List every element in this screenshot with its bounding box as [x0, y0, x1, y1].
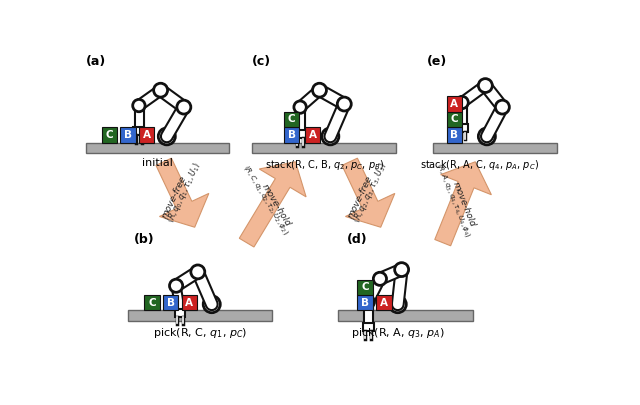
Text: $(R,A,q_3,q_4,\tau_4,U_4,\phi_4)$: $(R,A,q_3,q_4,\tau_4,U_4,\phi_4)$ [435, 161, 474, 239]
Circle shape [337, 97, 351, 111]
Text: pick(R, A, $q_3$, $p_A$): pick(R, A, $q_3$, $p_A$) [351, 326, 445, 340]
Text: pick(R, C, $q_1$, $p_C$): pick(R, C, $q_1$, $p_C$) [153, 326, 247, 340]
Bar [163, 295, 179, 310]
Circle shape [170, 279, 182, 292]
Bar [363, 324, 374, 331]
Text: B: B [287, 130, 296, 140]
Circle shape [132, 99, 145, 112]
Circle shape [362, 296, 374, 308]
Text: $(R,q_0,q_1,\tau_1,U_1)$: $(R,q_0,q_1,\tau_1,U_1)$ [164, 160, 204, 225]
Bar [86, 143, 229, 153]
Polygon shape [342, 158, 395, 227]
Bar [457, 124, 467, 132]
Text: initial: initial [142, 158, 173, 168]
Text: stack(R, A, C, $q_4$, $p_A$, $p_C$): stack(R, A, C, $q_4$, $p_A$, $p_C$) [420, 158, 539, 172]
Text: C: C [451, 115, 458, 124]
Text: move-hold: move-hold [451, 180, 477, 228]
Bar [376, 295, 392, 310]
Text: A: A [185, 298, 193, 308]
Circle shape [456, 96, 468, 109]
Bar [134, 127, 145, 135]
Text: (a): (a) [86, 55, 106, 68]
Text: (e): (e) [428, 55, 447, 68]
Circle shape [191, 265, 205, 279]
Text: (b): (b) [134, 233, 155, 246]
Text: move-free: move-free [346, 174, 374, 220]
Bar [447, 112, 462, 127]
Circle shape [294, 101, 307, 113]
Text: (c): (c) [252, 55, 271, 68]
Circle shape [373, 272, 387, 286]
Bar [294, 130, 305, 138]
Bar [433, 143, 557, 153]
Circle shape [389, 296, 406, 313]
Bar [175, 309, 186, 317]
Circle shape [495, 100, 509, 114]
Text: A: A [380, 298, 388, 308]
Circle shape [395, 263, 408, 277]
Text: $(R,q_2,q_3,\tau_3,U_3)$: $(R,q_2,q_3,\tau_3,U_3)$ [350, 160, 390, 225]
Bar [358, 295, 373, 310]
Text: $(R,C,q_1,q_2,\tau_2,U_2,\phi_2)$: $(R,C,q_1,q_2,\tau_2,U_2,\phi_2)$ [241, 162, 291, 237]
Text: A: A [308, 130, 317, 140]
Text: stack(R, C, B, $q_2$, $p_C$, $p_B$): stack(R, C, B, $q_2$, $p_C$, $p_B$) [264, 158, 384, 172]
Circle shape [312, 83, 326, 97]
Bar [284, 127, 300, 143]
Bar [102, 127, 117, 143]
Text: C: C [362, 282, 369, 292]
Text: C: C [288, 115, 296, 124]
Text: A: A [451, 99, 458, 109]
Bar [129, 310, 272, 321]
Bar [120, 127, 136, 143]
Bar [447, 127, 462, 143]
Circle shape [204, 296, 220, 313]
Circle shape [478, 128, 495, 145]
Text: B: B [124, 130, 132, 140]
Bar [358, 279, 373, 295]
Text: B: B [451, 130, 458, 140]
Circle shape [158, 128, 175, 145]
Bar [182, 295, 197, 310]
Polygon shape [156, 158, 209, 227]
Circle shape [322, 128, 339, 145]
Text: C: C [106, 130, 113, 140]
Bar [145, 295, 160, 310]
Bar [252, 143, 396, 153]
Text: C: C [148, 298, 156, 308]
Polygon shape [435, 162, 492, 246]
Bar [447, 96, 462, 112]
Text: B: B [166, 298, 175, 308]
Text: move-free: move-free [161, 174, 188, 220]
Text: A: A [143, 130, 150, 140]
Circle shape [154, 83, 168, 97]
Polygon shape [239, 162, 306, 247]
Text: move-hold: move-hold [259, 182, 292, 228]
Circle shape [177, 100, 191, 114]
Bar [284, 112, 300, 127]
Bar [338, 310, 474, 321]
Circle shape [478, 79, 492, 92]
Text: (d): (d) [348, 233, 368, 246]
Text: B: B [361, 298, 369, 308]
Bar [305, 127, 320, 143]
Bar [139, 127, 154, 143]
